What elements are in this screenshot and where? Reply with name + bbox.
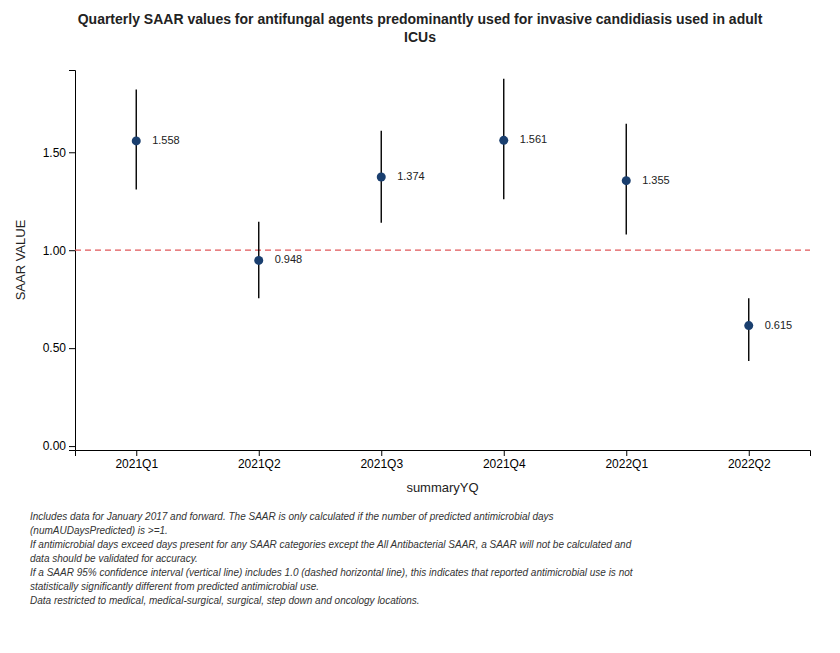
y-tick: 0.00 [43,439,75,453]
dot [132,136,141,145]
x-axis-title: summaryYQ [406,480,478,495]
data-label: 1.558 [152,134,180,146]
x-tick: 2021Q1 [115,450,158,471]
y-tick-label: 1.00 [43,244,67,258]
x-tick: 2022Q2 [728,450,771,471]
footnote: statistically significantly different fr… [30,581,319,592]
chart: Quarterly SAAR values for antifungal age… [0,0,840,653]
data-label: 1.355 [642,174,670,186]
x-tick-mark [504,450,505,456]
x-tick-label: 2022Q2 [728,457,771,471]
dot [377,172,386,181]
dot [744,321,753,330]
x-tick: 2021Q2 [238,450,281,471]
x-tick-label: 2021Q2 [238,457,281,471]
data-label: 0.615 [765,319,793,331]
reference-line [75,250,810,251]
y-axis: 0.00 0.50 1.00 1.50 [43,71,76,454]
title-line: Quarterly SAAR values for antifungal age… [78,11,763,27]
x-axis: 2021Q1 2021Q2 2021Q3 2021Q4 2022Q1 2022Q2 [76,450,811,471]
x-tick-mark [259,450,260,456]
y-tick: 1.00 [43,244,75,258]
y-tick-mark [69,250,75,251]
x-tick-mark [381,450,382,456]
y-tick-label: 1.50 [43,146,67,160]
y-tick-label: 0.00 [43,439,67,453]
x-tick: 2021Q3 [360,450,403,471]
dot [622,176,631,185]
x-tick: 2021Q4 [483,450,526,471]
dot [499,136,508,145]
footnotes: Includes data for January 2017 and forwa… [30,511,634,606]
data-label: 1.561 [520,133,548,145]
y-tick: 1.50 [43,146,75,160]
data-labels: 1.558 0.948 1.374 1.561 1.355 0.615 [152,133,792,330]
x-tick-label: 2022Q1 [605,457,648,471]
y-axis-title: SAAR VALUE [13,219,28,300]
x-tick: 2022Q1 [605,450,648,471]
x-axis-line [76,451,811,457]
y-tick-label: 0.50 [43,341,67,355]
y-tick-mark [69,348,75,349]
title: Quarterly SAAR values for antifungal age… [78,11,763,45]
marks [75,79,810,361]
footnote: Data restricted to medical, medical-surg… [30,595,420,606]
data-label: 1.374 [397,170,425,182]
y-tick-mark [69,446,75,447]
data-label: 0.948 [275,253,303,265]
y-tick-mark [69,152,75,153]
x-tick-label: 2021Q4 [483,457,526,471]
x-tick-label: 2021Q1 [115,457,158,471]
title-line: ICUs [404,29,436,45]
y-axis-line [69,71,76,451]
footnote: Includes data for January 2017 and forwa… [30,511,554,522]
x-tick-mark [626,450,627,456]
x-tick-label: 2021Q3 [360,457,403,471]
y-tick: 0.50 [43,341,75,355]
dot [254,256,263,265]
footnote: data should be validated for accuracy. [30,553,198,564]
footnote: (numAUDaysPredicted) is >=1. [30,525,168,536]
x-tick-mark [749,450,750,456]
x-tick-mark [136,450,137,456]
footnote: If a SAAR 95% confidence interval (verti… [30,567,634,578]
plot: 0.00 0.50 1.00 1.50 2021Q1 2021Q2 2021Q3 2021Q4… [13,71,811,496]
footnote: If antimicrobial days exceed days presen… [30,539,632,550]
